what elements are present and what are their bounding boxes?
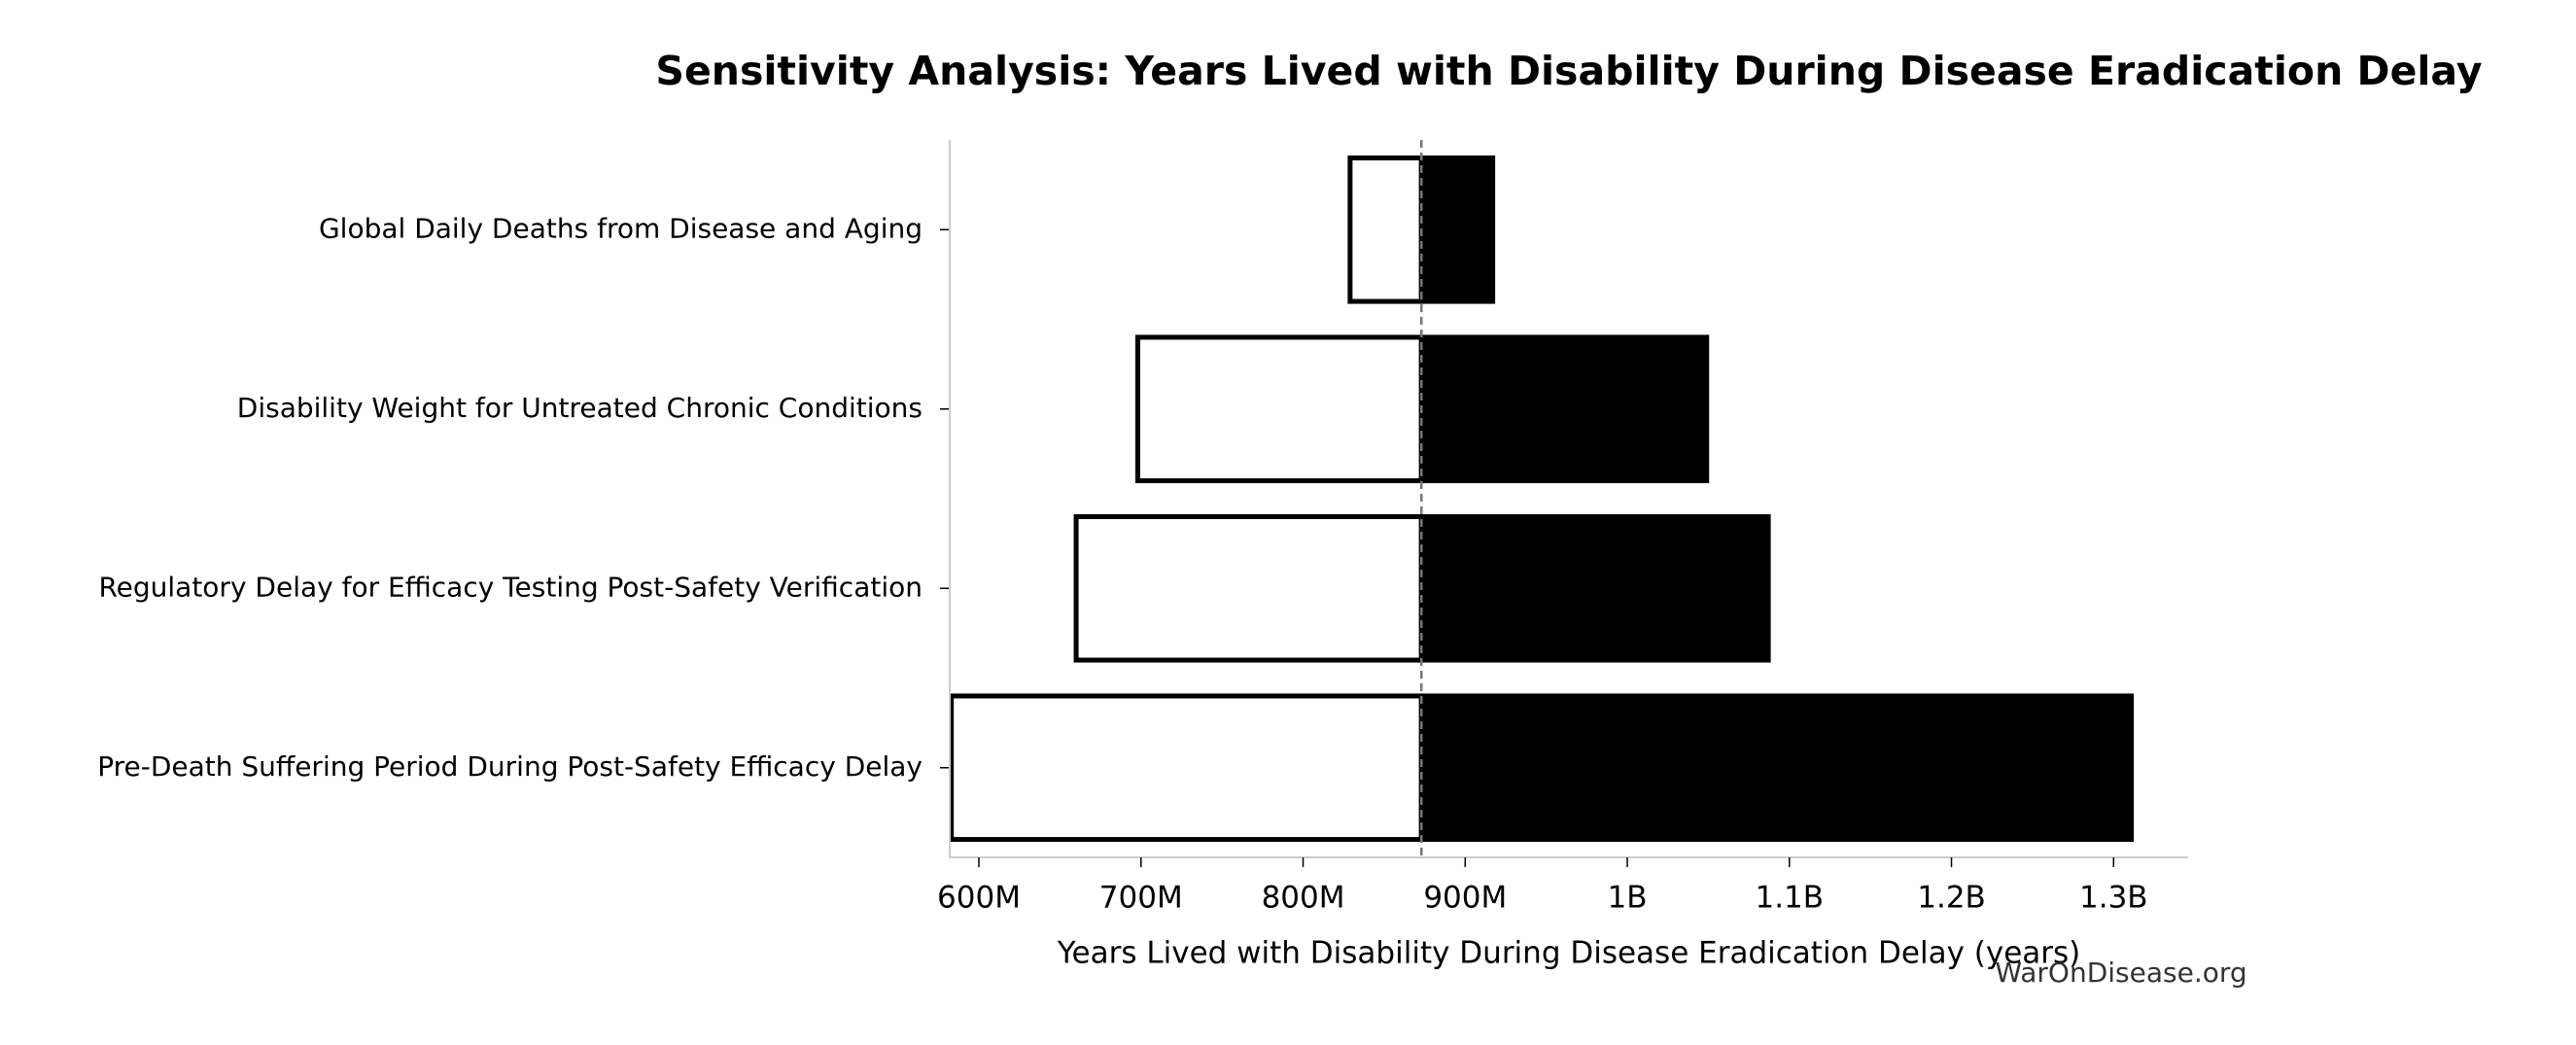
x-axis-label: Years Lived with Disability During Disea… xyxy=(1057,936,2081,971)
x-tick-label: 1.1B xyxy=(1755,881,1824,916)
x-tick-label: 1.3B xyxy=(2079,881,2148,916)
watermark: WarOnDisease.org xyxy=(1995,957,2246,989)
bar xyxy=(1134,334,1424,484)
x-tick-label: 900M xyxy=(1423,881,1507,916)
bar xyxy=(1418,155,1496,304)
chart-title: Sensitivity Analysis: Years Lived with D… xyxy=(655,48,2482,94)
x-tick-label: 1.2B xyxy=(1917,881,1986,916)
y-tick-label: Global Daily Deaths from Disease and Agi… xyxy=(319,212,922,244)
y-tick-label: Pre-Death Suffering Period During Post-S… xyxy=(97,750,922,783)
bar xyxy=(1347,155,1424,304)
y-tick-label: Regulatory Delay for Efficacy Testing Po… xyxy=(98,571,922,603)
x-tick-label: 1B xyxy=(1608,881,1648,916)
x-tick-label: 700M xyxy=(1099,881,1183,916)
x-tick-label: 600M xyxy=(937,881,1021,916)
y-tick-label: Disability Weight for Untreated Chronic … xyxy=(237,392,922,424)
bar xyxy=(1073,513,1424,663)
x-tick-label: 800M xyxy=(1262,881,1345,916)
bar xyxy=(1418,334,1710,484)
bar xyxy=(949,693,1424,843)
bar xyxy=(1418,693,2135,843)
bar xyxy=(1418,513,1771,663)
